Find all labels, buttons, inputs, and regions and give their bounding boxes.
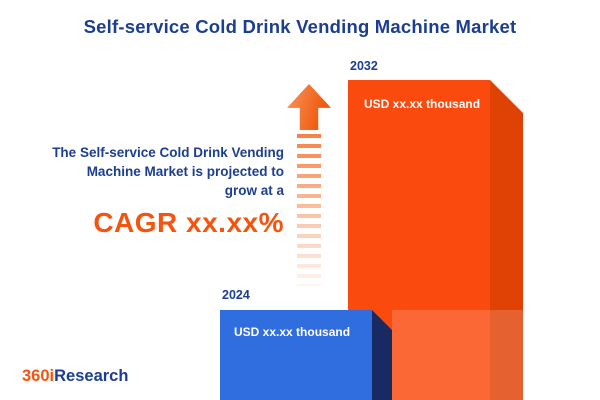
cagr-text: CAGR xx.xx% — [93, 207, 284, 238]
growth-arrow-fade — [294, 134, 324, 288]
description: The Self-service Cold Drink Vending Mach… — [8, 143, 284, 239]
description-line-3: grow at a — [224, 183, 284, 198]
description-line-2: Machine Market is projected to — [86, 164, 284, 179]
logo-part-360i: 360i — [22, 367, 55, 385]
bar-2024-year-label: 2024 — [222, 288, 250, 302]
description-line-1: The Self-service Cold Drink Vending — [52, 145, 284, 160]
page-title: Self-service Cold Drink Vending Machine … — [83, 16, 517, 37]
bar-2032-year-label: 2032 — [350, 59, 378, 73]
logo: 360iResearch — [22, 367, 128, 386]
bar-2024 — [220, 310, 372, 400]
logo-part-research: Research — [54, 367, 129, 385]
bar-2024-value-label: USD xx.xx thousand — [234, 325, 351, 339]
bar-2032-value-label: USD xx.xx thousand — [364, 97, 481, 111]
bar-2032-lower-shade — [392, 310, 523, 400]
growth-arrow-icon — [287, 84, 331, 130]
